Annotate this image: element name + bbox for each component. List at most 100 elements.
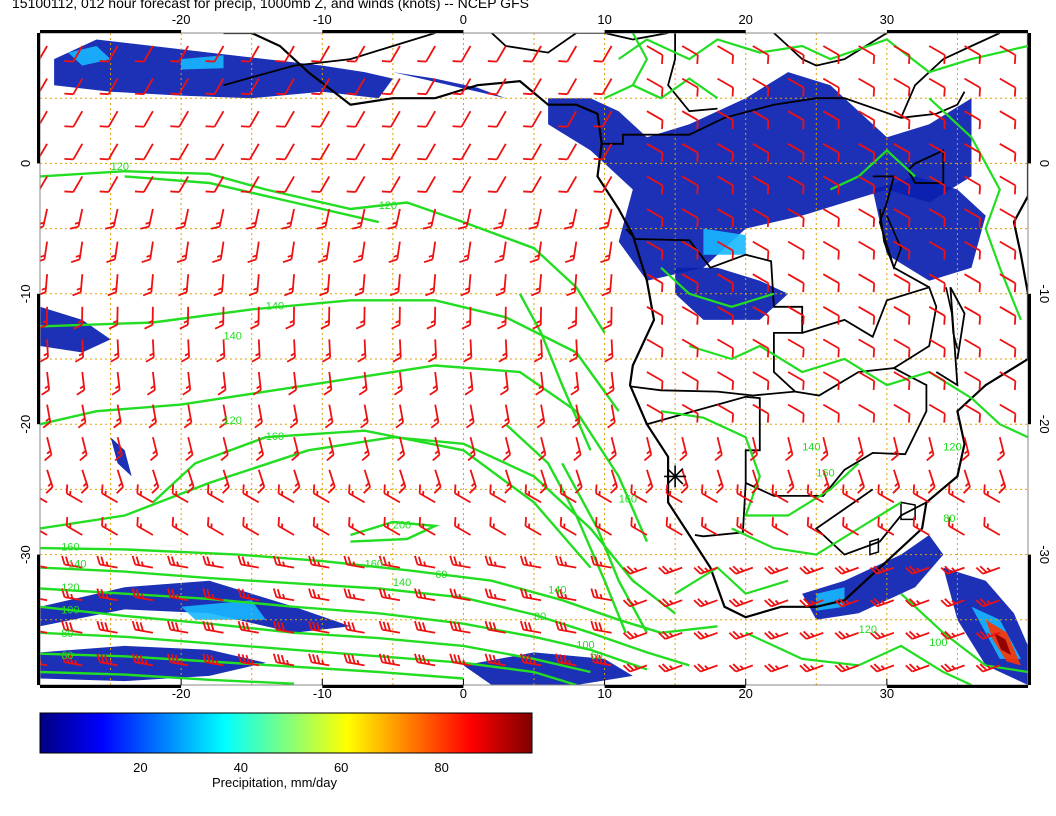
barb-half-flag [395,319,401,324]
barb-flag [355,323,365,330]
barb-shaft [646,143,663,154]
barb-flag [316,225,326,230]
barb-flag [276,157,286,161]
barb-shaft [964,240,981,252]
barb-flag [766,152,770,162]
barb-shaft [531,143,542,160]
barb-flag [943,413,946,423]
barb-shaft [354,78,366,95]
barb-shaft [822,338,840,350]
barb-flag [131,588,137,598]
barb-flag [943,87,946,97]
wind-barb [681,273,699,293]
wind-barb [170,143,189,161]
wind-barb [494,241,507,264]
wind-barb [64,143,84,161]
eswatini-border [900,501,916,521]
wind-barb [999,273,1017,293]
wind-barb [457,208,472,230]
contour-label: 140 [224,330,242,342]
barb-half-flag [422,523,425,529]
barb-flag [418,556,423,566]
wind-barb [346,45,366,63]
barb-flag [661,185,664,195]
barb-flag [978,54,981,64]
barb-flag [308,555,313,565]
wind-barb [752,208,770,227]
barb-half-flag [432,385,438,390]
barb-flag [176,258,186,264]
wind-barb [495,274,507,297]
wind-barb [893,143,911,162]
lesotho-border [869,537,880,556]
barb-shaft [143,45,154,63]
wind-barb [134,78,154,96]
barb-flag [890,453,899,462]
barb-flag [873,630,882,639]
barb-flag [523,157,533,161]
barb-flag [74,356,84,363]
wind-barb [646,77,664,97]
barb-shaft [681,143,699,154]
wind-barb [787,273,805,293]
barb-half-flag [963,450,969,455]
barb-flag [998,486,1006,494]
lake-tanganyika [879,208,902,270]
barb-shaft [858,45,875,56]
barb-half-flag [361,385,367,390]
wind-barb [983,517,1001,536]
wind-barb [142,274,154,297]
wind-barb [317,241,331,264]
wind-barb [353,241,366,264]
wind-barb [822,175,840,195]
wind-barb [217,371,227,396]
barb-flag [661,250,664,260]
lat-tick-label-left: -10 [18,284,33,303]
wind-barb [202,588,224,602]
barb-flag [430,421,439,429]
wind-barb [834,630,859,640]
wind-barb [69,208,84,230]
lon-tick-label-top: 0 [460,12,467,27]
wind-barb [858,45,876,64]
barb-shaft [40,563,48,569]
wind-barb [308,653,330,667]
barb-flag [732,663,741,671]
barb-flag [457,225,467,230]
barb-flag [96,620,101,630]
barb-flag [837,217,840,227]
barb-flag [523,190,533,193]
barb-half-flag [387,561,391,567]
barb-flag [453,588,458,599]
height-contour [504,423,627,634]
barb-flag [802,380,805,390]
wind-barb [787,208,805,227]
wind-barb [999,403,1017,423]
barb-flag [484,620,489,630]
height-contour-land [829,148,916,191]
wind-barb [107,274,119,297]
barb-flag [943,217,946,227]
barb-flag [943,315,946,325]
barb-half-flag [704,665,709,670]
lon-tick-label-top: 30 [880,12,894,27]
wind-barb [389,274,401,297]
barb-shaft [717,306,734,317]
barb-half-flag [387,593,391,599]
wind-barb [134,45,154,63]
wind-barb [717,143,734,162]
barb-half-flag [929,482,935,487]
contour-label: 120 [943,441,961,453]
wind-barb [351,208,366,230]
wind-barb [646,240,664,260]
wind-barb [149,436,159,462]
wind-barb [186,469,195,494]
barb-half-flag [533,221,539,225]
barb-shaft [646,77,663,89]
barb-flag [566,291,576,297]
barb-flag [272,653,278,663]
precip-area [392,72,506,99]
height-contour [152,429,592,569]
barb-flag [802,54,805,64]
barb-shaft [752,273,769,284]
